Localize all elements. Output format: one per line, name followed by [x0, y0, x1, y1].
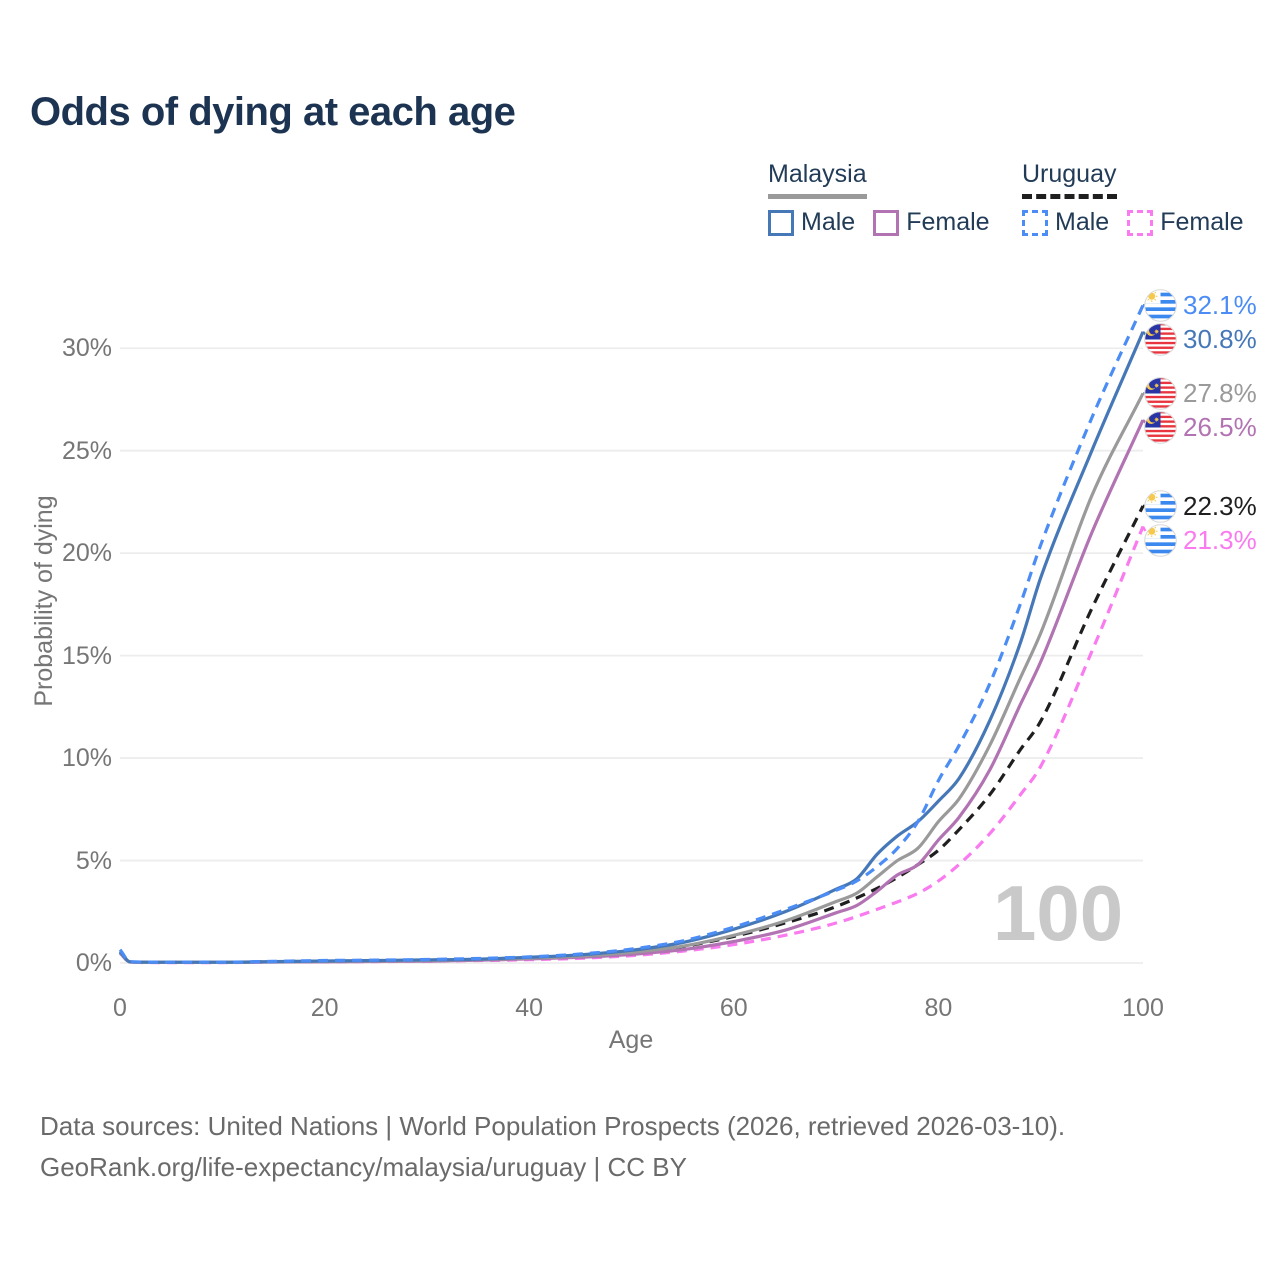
end-label-value: 22.3%: [1183, 490, 1257, 521]
uruguay-flag-icon: [1144, 524, 1177, 557]
legend-group-uruguay: Uruguay Male Female: [1022, 160, 1262, 237]
end-label-value: 21.3%: [1183, 524, 1257, 555]
x-tick-label: 20: [310, 994, 339, 1022]
hover-age-watermark: 100: [993, 869, 1124, 957]
legend-country-uruguay: Uruguay: [1022, 160, 1117, 199]
legend-group-malaysia: Malaysia Male Female: [768, 160, 1008, 237]
end-label-uruguay-male: 32.1%: [1144, 289, 1257, 322]
legend-item-label: Female: [1160, 208, 1244, 236]
y-tick-label: 10%: [61, 744, 112, 773]
series-line-malaysia-female[interactable]: [118, 419, 1145, 965]
end-label-malaysia-both: 27.8%: [1144, 377, 1257, 410]
legend-swatch-icon: [1022, 209, 1048, 236]
y-tick-label: 5%: [75, 846, 112, 875]
x-tick-label: 40: [515, 994, 544, 1022]
footer: Data sources: United Nations | World Pop…: [40, 1106, 1065, 1188]
uruguay-flag-icon: [1144, 490, 1177, 523]
x-tick-label: 100: [1122, 994, 1164, 1022]
page-title: Odds of dying at each age: [30, 90, 516, 134]
malaysia-flag-icon: [1144, 377, 1177, 410]
x-axis-title: Age: [608, 1026, 654, 1054]
x-tick-label: 80: [924, 994, 953, 1022]
end-label-value: 26.5%: [1183, 411, 1257, 442]
x-tick-label: 0: [113, 994, 127, 1022]
legend-swatch-icon: [768, 209, 794, 236]
legend-swatch-icon: [873, 209, 900, 236]
legend-item-uruguay-male[interactable]: Male: [1022, 208, 1109, 237]
legend-item-malaysia-male[interactable]: Male: [768, 208, 855, 237]
malaysia-flag-icon: [1144, 323, 1177, 356]
end-label-value: 30.8%: [1183, 323, 1257, 354]
legend-item-malaysia-female[interactable]: Female: [873, 208, 990, 237]
end-label-malaysia-female: 26.5%: [1144, 411, 1257, 444]
legend-item-uruguay-female[interactable]: Female: [1127, 208, 1244, 237]
y-tick-label: 25%: [61, 436, 112, 465]
legend-item-label: Male: [1055, 208, 1110, 236]
series-line-uruguay-both[interactable]: [118, 505, 1145, 965]
footer-sources: Data sources: United Nations | World Pop…: [40, 1111, 1066, 1141]
y-tick-label: 30%: [61, 334, 112, 363]
legend-country-malaysia: Malaysia: [768, 160, 867, 199]
end-label-malaysia-male: 30.8%: [1144, 323, 1257, 356]
y-tick-label: 15%: [61, 641, 112, 670]
end-label-value: 27.8%: [1183, 377, 1257, 408]
legend-item-label: Male: [801, 208, 856, 236]
y-tick-label: 20%: [61, 539, 112, 568]
footer-attribution: GeoRank.org/life-expectancy/malaysia/uru…: [40, 1152, 687, 1182]
x-tick-label: 60: [719, 994, 748, 1022]
end-label-uruguay-female: 21.3%: [1144, 524, 1257, 557]
end-label-value: 32.1%: [1183, 289, 1257, 320]
legend-swatch-icon: [1127, 209, 1154, 236]
y-axis-title: Probability of dying: [30, 495, 58, 707]
series-line-uruguay-male[interactable]: [118, 304, 1145, 964]
series-line-malaysia-both[interactable]: [118, 392, 1145, 965]
uruguay-flag-icon: [1144, 289, 1177, 322]
malaysia-flag-icon: [1144, 411, 1177, 444]
end-label-uruguay-both: 22.3%: [1144, 490, 1257, 523]
y-tick-label: 0%: [75, 949, 112, 977]
legend-item-label: Female: [906, 208, 990, 236]
series-line-malaysia-male[interactable]: [118, 331, 1145, 964]
